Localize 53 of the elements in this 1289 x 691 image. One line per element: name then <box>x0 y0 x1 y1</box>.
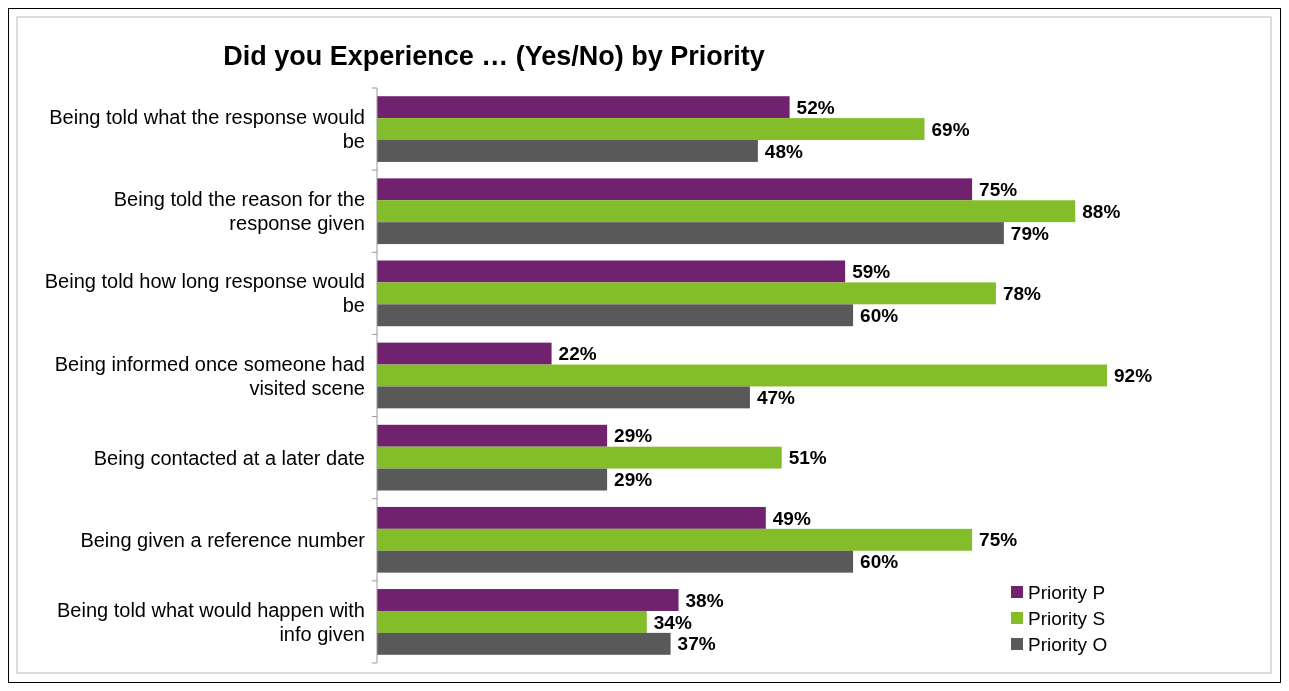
data-label: 34% <box>653 611 692 633</box>
bar <box>377 550 854 573</box>
data-label: 49% <box>772 507 811 529</box>
bar <box>377 118 925 141</box>
bar <box>377 178 973 201</box>
data-label: 60% <box>860 551 899 573</box>
bar <box>377 222 1004 245</box>
y-tick-label: Being contacted at a later date <box>93 446 365 469</box>
legend-label: Priority O <box>1028 633 1108 655</box>
bar <box>377 506 766 529</box>
bar <box>377 260 846 283</box>
bar <box>377 589 679 611</box>
data-label: 79% <box>1010 222 1049 244</box>
data-label: 47% <box>756 387 796 409</box>
data-label: 69% <box>931 118 970 140</box>
chart-title: Did you Experience … (Yes/No) by Priority <box>223 41 765 71</box>
legend-label: Priority P <box>1028 581 1106 603</box>
data-label: 38% <box>685 589 724 611</box>
data-label: 59% <box>852 261 891 283</box>
data-label: 29% <box>614 469 653 491</box>
data-label: 60% <box>860 304 899 326</box>
bar <box>377 446 782 469</box>
bar <box>377 200 1076 223</box>
data-label: 52% <box>796 96 835 118</box>
bar <box>377 364 1107 387</box>
bar <box>377 140 758 162</box>
data-label: 48% <box>764 140 803 162</box>
data-label: 88% <box>1082 200 1121 222</box>
data-label: 51% <box>788 447 827 469</box>
y-tick-label: Being told the reason for the response given <box>113 188 365 235</box>
bar <box>377 528 973 551</box>
bar <box>377 342 552 365</box>
data-label: 78% <box>1002 283 1042 305</box>
bar <box>377 610 647 633</box>
bar <box>377 96 790 119</box>
legend-label: Priority S <box>1028 607 1106 629</box>
bar <box>377 282 996 305</box>
y-tick-label: Being told what would happen with info given <box>57 598 365 645</box>
data-label: 29% <box>614 425 653 447</box>
data-label: 37% <box>677 633 716 655</box>
data-label: 75% <box>979 178 1018 200</box>
bar <box>377 304 854 327</box>
y-tick-label: Being informed once someone had visited scene <box>54 352 365 399</box>
data-label: 92% <box>1114 365 1153 387</box>
data-label: 22% <box>558 343 597 365</box>
data-label: 75% <box>979 529 1018 551</box>
y-tick-label: Being given a reference number <box>80 528 366 551</box>
y-tick-label: Being told how long response would be <box>44 270 365 317</box>
bar <box>377 424 608 447</box>
y-tick-label: Being told what the response would be <box>49 106 365 153</box>
bar <box>377 632 671 655</box>
bar <box>377 386 750 409</box>
bar <box>377 468 608 491</box>
